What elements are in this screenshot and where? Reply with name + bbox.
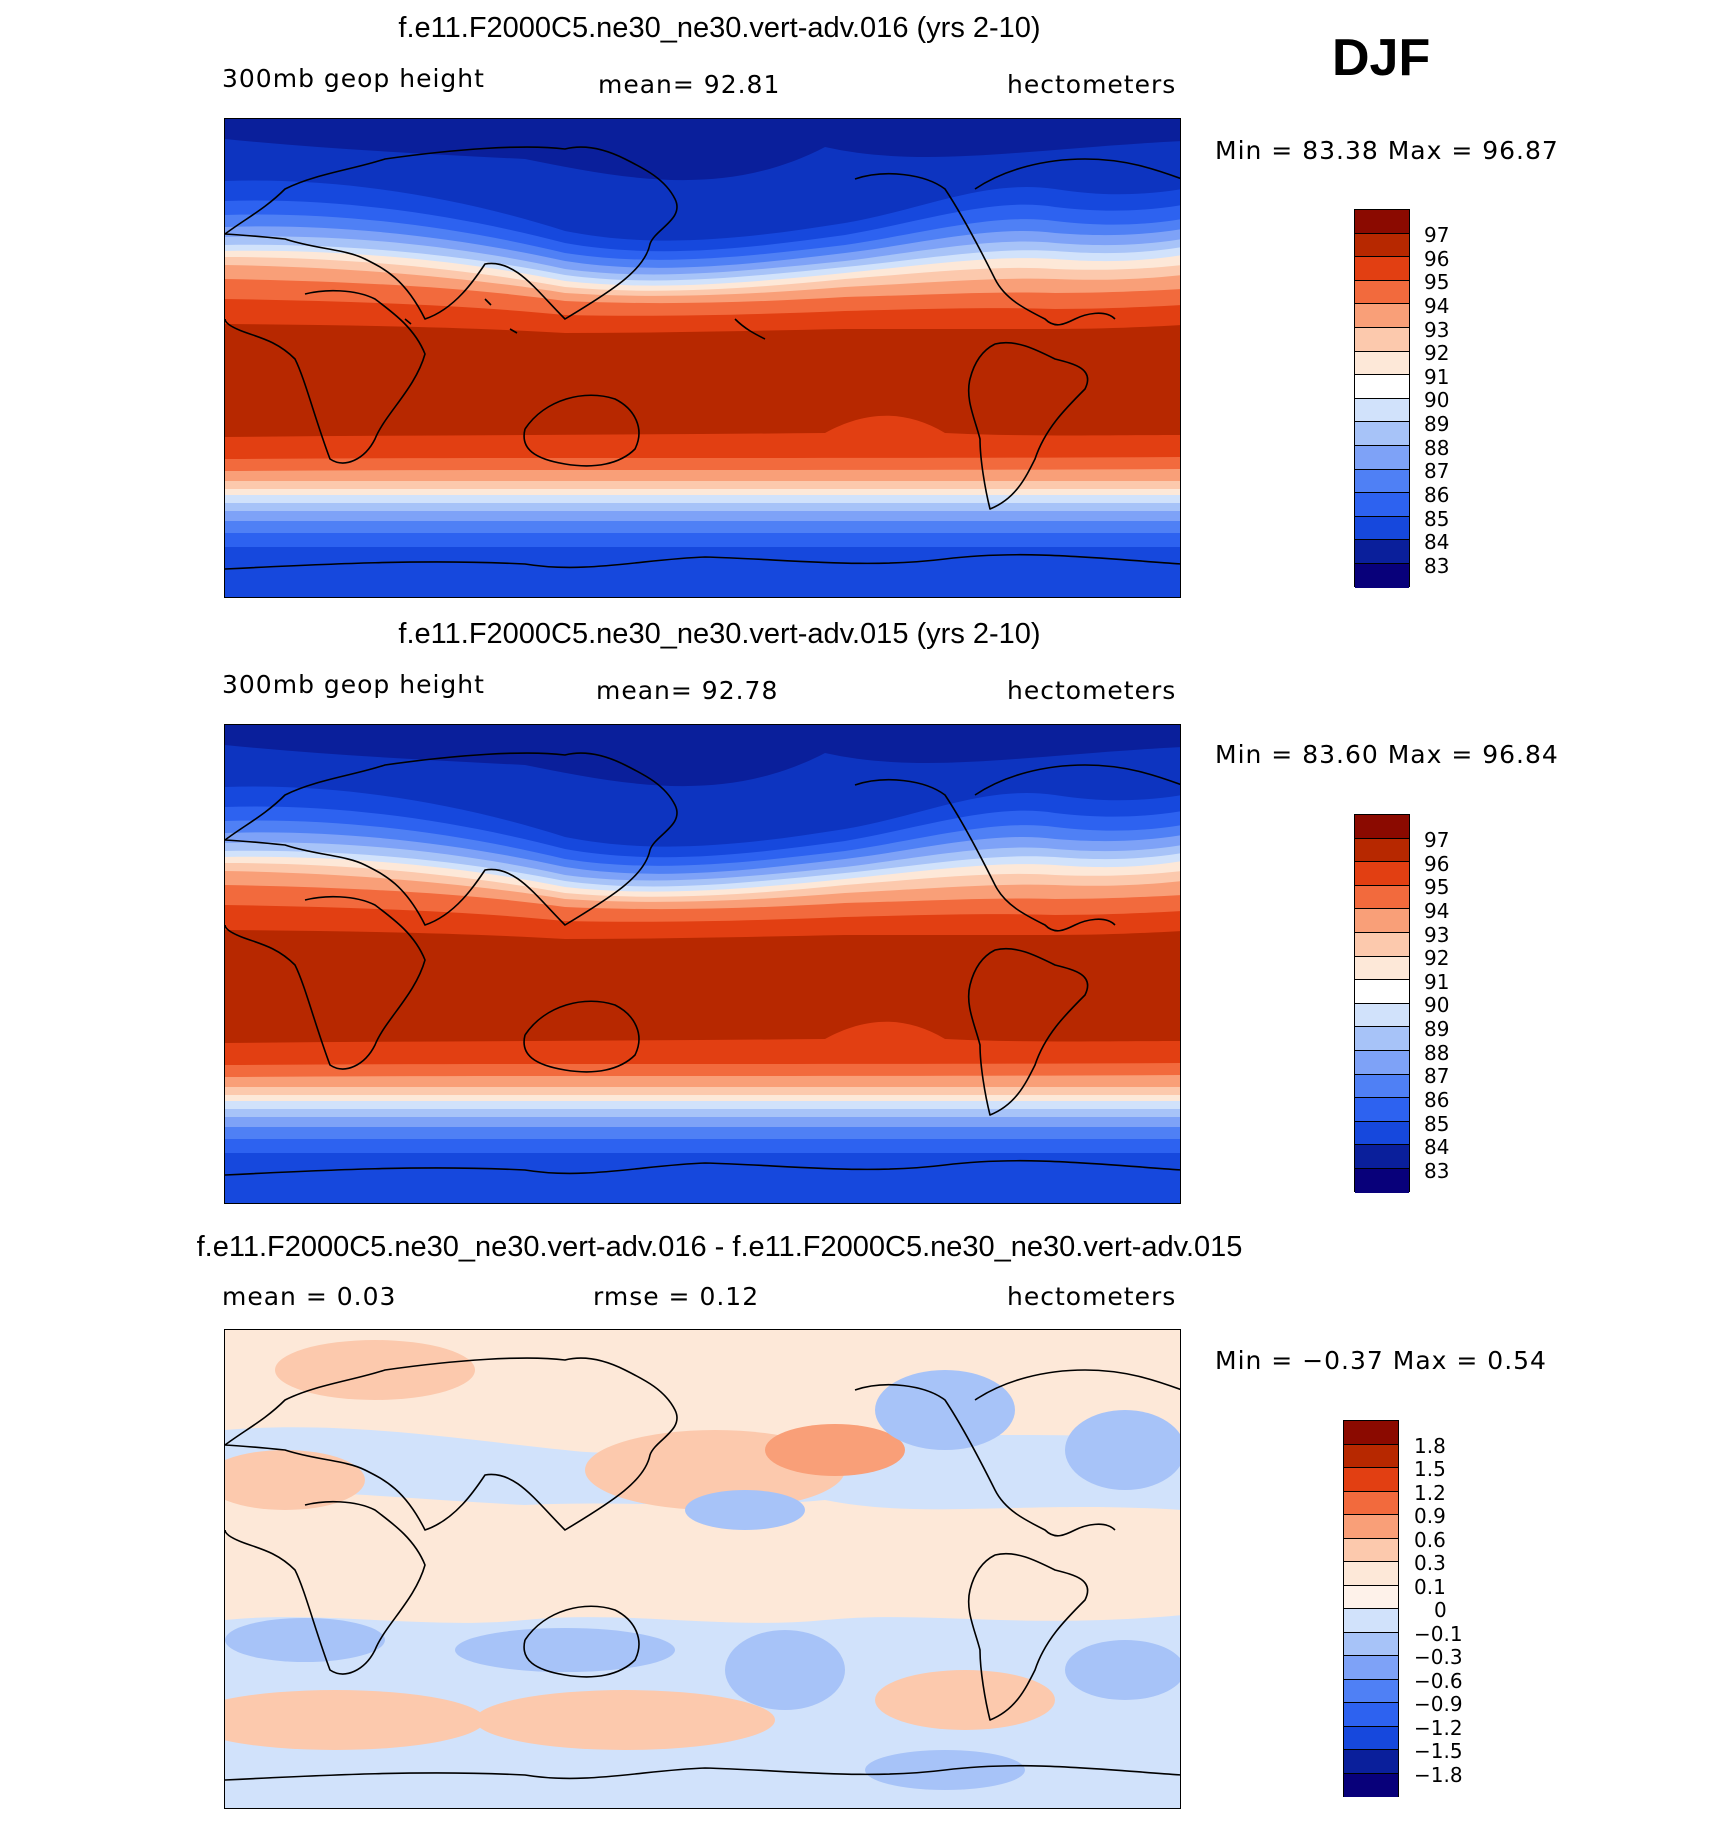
panel-1-variable-label: 300mb geop height xyxy=(222,64,485,93)
colorbar-tick: 85 xyxy=(1424,1112,1450,1136)
panel-2-title: f.e11.F2000C5.ne30_ne30.vert-adv.015 (yr… xyxy=(398,618,1041,650)
colorbar-tick: 89 xyxy=(1424,1017,1450,1041)
panel-2-units-label: hectometers xyxy=(1007,676,1177,705)
colorbar-tick: 86 xyxy=(1424,483,1450,507)
panel-1-map xyxy=(224,118,1181,598)
colorbar-tick: 86 xyxy=(1424,1088,1450,1112)
panel-1-min-max: Min = 83.38 Max = 96.87 xyxy=(1215,136,1559,165)
colorbar-tick: 0.1 xyxy=(1414,1575,1446,1599)
panel-1-mean-label: mean= 92.81 xyxy=(598,70,781,99)
colorbar-tick: 90 xyxy=(1424,993,1450,1017)
panel-2-min-max: Min = 83.60 Max = 96.84 xyxy=(1215,740,1559,769)
colorbar-tick: −1.5 xyxy=(1414,1739,1463,1763)
colorbar-tick: −0.1 xyxy=(1414,1622,1463,1646)
colorbar-tick: 91 xyxy=(1424,365,1450,389)
colorbar-tick: −0.9 xyxy=(1414,1692,1463,1716)
colorbar-tick: 87 xyxy=(1424,459,1450,483)
colorbar-tick: 97 xyxy=(1424,223,1450,247)
panel-2-colorbar xyxy=(1354,814,1410,1193)
colorbar-tick: 97 xyxy=(1424,828,1450,852)
colorbar-tick: −0.6 xyxy=(1414,1669,1463,1693)
colorbar-tick: 92 xyxy=(1424,341,1450,365)
colorbar-tick: 94 xyxy=(1424,294,1450,318)
colorbar-tick: −1.2 xyxy=(1414,1716,1463,1740)
colorbar-tick: 96 xyxy=(1424,247,1450,271)
panel-3-map xyxy=(224,1329,1181,1809)
colorbar-tick: 84 xyxy=(1424,530,1450,554)
panel-2-variable-label: 300mb geop height xyxy=(222,670,485,699)
colorbar-tick: 0.3 xyxy=(1414,1551,1446,1575)
panel-1-colorbar xyxy=(1354,209,1410,588)
panel-3-min-max: Min = −0.37 Max = 0.54 xyxy=(1215,1346,1547,1375)
panel-3-units-label: hectometers xyxy=(1007,1282,1177,1311)
colorbar-tick: 84 xyxy=(1424,1135,1450,1159)
colorbar-tick: 95 xyxy=(1424,270,1450,294)
colorbar-tick: 83 xyxy=(1424,1159,1450,1183)
colorbar-tick: 94 xyxy=(1424,899,1450,923)
colorbar-tick: 1.5 xyxy=(1414,1457,1446,1481)
panel-1-units-label: hectometers xyxy=(1007,70,1177,99)
panel-2-map xyxy=(224,724,1181,1204)
colorbar-tick: 0.6 xyxy=(1414,1528,1446,1552)
panel-3-colorbar xyxy=(1343,1420,1399,1797)
panel-3-title: f.e11.F2000C5.ne30_ne30.vert-adv.016 - f… xyxy=(196,1231,1243,1263)
panel-3-mean-label: mean = 0.03 xyxy=(222,1282,397,1311)
colorbar-tick: 91 xyxy=(1424,970,1450,994)
colorbar-tick: 92 xyxy=(1424,946,1450,970)
colorbar-tick: 87 xyxy=(1424,1064,1450,1088)
colorbar-tick: 0.9 xyxy=(1414,1504,1446,1528)
panel-1-title: f.e11.F2000C5.ne30_ne30.vert-adv.016 (yr… xyxy=(398,12,1041,44)
colorbar-tick: 88 xyxy=(1424,436,1450,460)
panel-3-rmse-label: rmse = 0.12 xyxy=(593,1282,760,1311)
colorbar-tick: 83 xyxy=(1424,554,1450,578)
panel-2-mean-label: mean= 92.78 xyxy=(596,676,779,705)
colorbar-tick: 0 xyxy=(1434,1598,1447,1622)
colorbar-tick: 96 xyxy=(1424,852,1450,876)
colorbar-tick: 95 xyxy=(1424,875,1450,899)
colorbar-tick: −1.8 xyxy=(1414,1763,1463,1787)
colorbar-tick: 88 xyxy=(1424,1041,1450,1065)
colorbar-tick: −0.3 xyxy=(1414,1645,1463,1669)
colorbar-tick: 1.8 xyxy=(1414,1434,1446,1458)
colorbar-tick: 93 xyxy=(1424,923,1450,947)
colorbar-tick: 93 xyxy=(1424,318,1450,342)
season-label: DJF xyxy=(1332,29,1431,87)
colorbar-tick: 1.2 xyxy=(1414,1481,1446,1505)
colorbar-tick: 89 xyxy=(1424,412,1450,436)
colorbar-tick: 85 xyxy=(1424,507,1450,531)
colorbar-tick: 90 xyxy=(1424,388,1450,412)
